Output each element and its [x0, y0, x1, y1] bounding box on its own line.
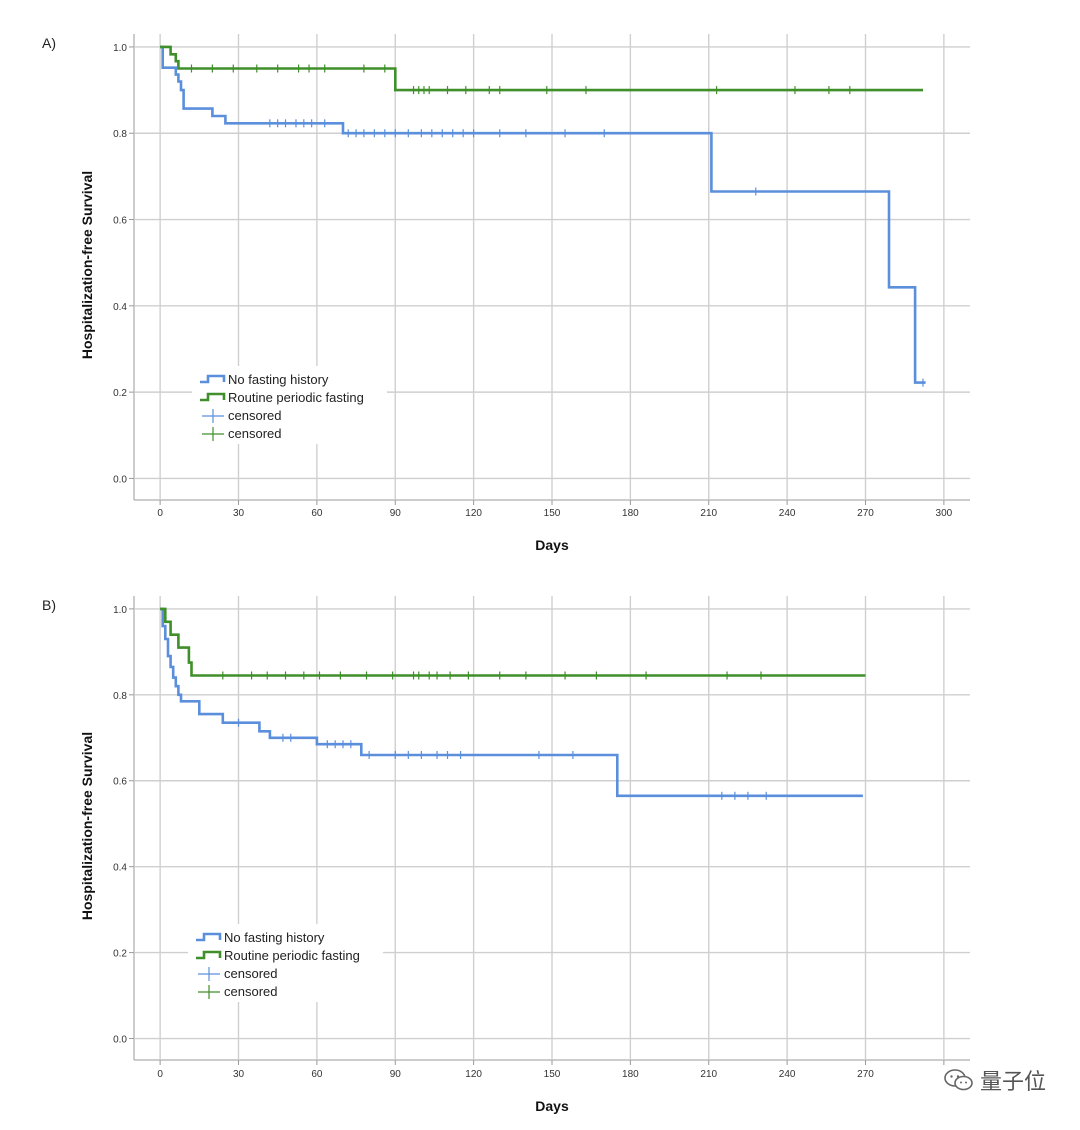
y-tick-label: 0.4	[113, 863, 127, 874]
x-tick-label: 0	[157, 508, 163, 519]
y-tick-label: 0.8	[113, 691, 127, 702]
x-tick-label: 60	[311, 1069, 323, 1080]
x-tick-label: 90	[390, 508, 402, 519]
y-tick-label: 0.0	[113, 474, 127, 485]
x-tick-label: 60	[311, 508, 323, 519]
legend-label: censored	[224, 966, 277, 981]
legend-label: censored	[228, 426, 281, 441]
x-tick-label: 270	[857, 508, 874, 519]
chart-panel-a: 0 30 60 90 120 150 180 210 240 270 300 0.0 0.2 0.4 0.6…	[42, 34, 970, 553]
x-tick-label: 180	[622, 1069, 639, 1080]
legend-label: Routine periodic fasting	[228, 390, 364, 405]
legend-swatch-line	[200, 392, 226, 402]
x-tick-label: 120	[465, 1069, 482, 1080]
x-tick-label: 120	[465, 508, 482, 519]
x-tick-label: 240	[779, 508, 796, 519]
x-tick-label: 210	[700, 508, 717, 519]
watermark: 量子位	[944, 1064, 1046, 1096]
x-axis-title: Days	[535, 537, 569, 553]
y-tick-label: 1.0	[113, 43, 127, 54]
x-tick-label: 90	[390, 1069, 402, 1080]
x-tick-label: 30	[233, 1069, 245, 1080]
chart-panel-b: 0 30 60 90 120 150 180 210 240 270 0.0 0.2 0.4 0.6 0.8…	[42, 596, 970, 1114]
routine-fasting-survival-line	[160, 607, 866, 677]
y-tick-label: 0.6	[113, 216, 127, 227]
y-tick-label: 0.8	[113, 129, 127, 140]
legend-swatch-line	[200, 374, 226, 384]
legend-swatch-line	[196, 932, 222, 942]
y-tick-label: 0.2	[113, 388, 127, 399]
panel-label: A)	[42, 35, 56, 51]
y-tick-label: 0.0	[113, 1035, 127, 1046]
x-tick-label: 300	[936, 508, 953, 519]
legend-swatch-line	[196, 950, 222, 960]
x-tick-label: 150	[544, 1069, 561, 1080]
no-fasting-survival-line	[160, 607, 863, 798]
legend-label: No fasting history	[224, 930, 325, 945]
x-tick-label: 180	[622, 508, 639, 519]
legend-label: Routine periodic fasting	[224, 948, 360, 963]
routine-fasting-survival-line	[160, 45, 923, 92]
x-tick-label: 0	[157, 1069, 163, 1080]
x-tick-label: 210	[700, 1069, 717, 1080]
watermark-text: 量子位	[979, 1070, 1046, 1095]
panel-label: B)	[42, 597, 56, 613]
y-tick-label: 1.0	[113, 605, 127, 616]
x-tick-label: 30	[233, 508, 245, 519]
legend-label: censored	[224, 984, 277, 999]
y-tick-label: 0.4	[113, 302, 127, 313]
y-axis-title: Hospitalization-free Survival	[79, 732, 95, 920]
x-axis-title: Days	[535, 1098, 569, 1114]
y-tick-label: 0.2	[113, 949, 127, 960]
x-tick-label: 150	[544, 508, 561, 519]
legend-label: censored	[228, 408, 281, 423]
y-tick-label: 0.6	[113, 777, 127, 788]
wechat-icon	[944, 1069, 973, 1091]
x-tick-label: 240	[779, 1069, 796, 1080]
x-tick-label: 270	[857, 1069, 874, 1080]
y-axis-title: Hospitalization-free Survival	[79, 171, 95, 359]
legend-label: No fasting history	[228, 372, 329, 387]
no-fasting-survival-line	[160, 45, 926, 384]
